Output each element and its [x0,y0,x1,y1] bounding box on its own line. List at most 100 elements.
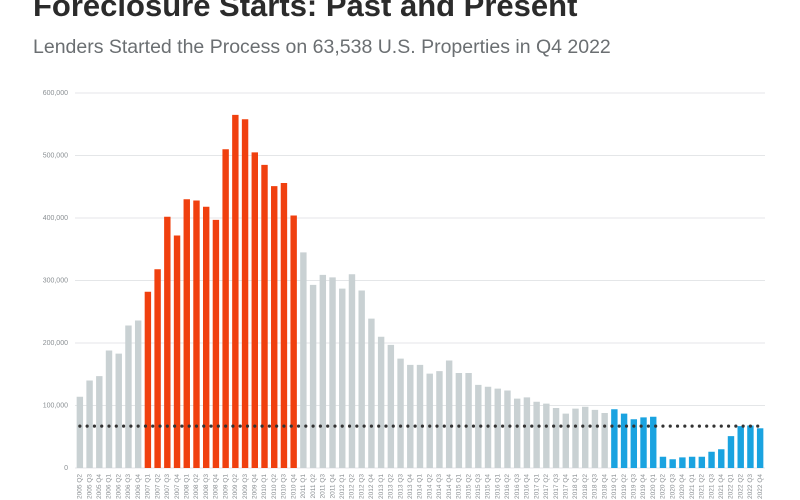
bar [144,291,152,468]
x-tick-label: 2020 Q1 [650,474,657,499]
y-tick-label: 500,000 [43,152,68,159]
bar [319,274,327,468]
bar [504,390,511,468]
y-tick-label: 600,000 [43,90,68,97]
x-tick-label: 2006 Q4 [135,474,142,499]
bar [300,252,307,468]
x-tick-label: 2010 Q4 [290,474,297,499]
bar [96,376,103,468]
bar [212,219,220,468]
bar [679,457,686,468]
bar [232,114,239,468]
bar [407,364,414,468]
bar [86,380,93,468]
x-tick-label: 2019 Q1 [611,474,618,499]
bar [708,451,715,468]
x-tick-label: 2006 Q3 [125,474,132,499]
bar [688,456,696,468]
x-tick-label: 2020 Q4 [679,474,686,499]
x-tick-label: 2019 Q3 [631,474,638,499]
bar [358,290,365,468]
x-tick-label: 2022 Q2 [737,474,744,499]
x-tick-label: 2021 Q2 [699,474,706,499]
y-tick-label: 300,000 [43,277,68,284]
x-tick-label: 2016 Q4 [524,474,531,499]
x-tick-label: 2013 Q4 [407,474,414,499]
x-tick-label: 2018 Q3 [592,474,599,499]
bar [494,388,501,468]
bar [251,152,258,468]
x-tick-label: 2012 Q4 [368,474,375,499]
x-tick-label: 2014 Q1 [417,474,424,499]
bar [659,456,667,468]
x-tick-label: 2022 Q1 [728,474,735,499]
bar [76,396,84,468]
x-tick-label: 2011 Q2 [310,474,317,499]
bar [455,373,463,468]
x-tick-label: 2011 Q3 [320,474,327,499]
x-tick-label: 2005 Q3 [86,474,93,499]
bar [718,449,725,468]
bar [134,320,142,468]
x-tick-label: 2014 Q3 [436,474,443,499]
bar [611,409,618,468]
bar [727,436,735,468]
y-tick-label: 100,000 [43,402,68,409]
x-tick-label: 2015 Q4 [485,474,492,499]
x-tick-label: 2018 Q2 [582,474,589,499]
bar [591,409,599,468]
x-tick-label: 2017 Q3 [553,474,560,499]
bar [513,398,521,468]
x-tick-label: 2018 Q1 [572,474,579,499]
x-tick-label: 2015 Q3 [475,474,482,499]
bar [105,350,113,468]
x-tick-label: 2014 Q4 [446,474,453,499]
x-tick-label: 2021 Q1 [689,474,696,499]
bar [309,284,317,468]
x-tick-label: 2006 Q1 [106,474,113,499]
bar [698,456,706,468]
bar [115,353,122,468]
bar [436,371,443,468]
y-tick-label: 0 [64,465,68,472]
bar [348,274,356,468]
bar [475,384,482,468]
x-tick-label: 2009 Q4 [252,474,259,499]
chart-subtitle: Lenders Started the Process on 63,538 U.… [33,36,611,58]
x-tick-label: 2011 Q4 [329,474,336,499]
bar [173,235,181,468]
bar [193,200,200,468]
x-tick-label: 2014 Q2 [426,474,433,499]
bar [271,186,278,468]
bar [154,269,161,468]
x-tick-label: 2007 Q2 [154,474,161,499]
bar [737,426,744,468]
bar [183,199,190,468]
bar [387,344,395,468]
x-tick-label: 2017 Q4 [562,474,569,499]
bar [747,425,754,468]
bar [650,416,657,468]
x-tick-label: 2016 Q2 [504,474,511,499]
x-tick-label: 2016 Q1 [494,474,501,499]
x-tick-label: 2007 Q4 [174,474,181,499]
x-tick-label: 2005 Q2 [77,474,84,499]
x-tick-label: 2007 Q1 [145,474,152,499]
bar [416,364,424,468]
bar [620,413,628,468]
x-tick-label: 2013 Q1 [378,474,385,499]
x-tick-label: 2017 Q2 [543,474,550,499]
x-tick-label: 2019 Q2 [621,474,628,499]
x-tick-label: 2009 Q2 [232,474,239,499]
bar [241,119,249,468]
x-tick-label: 2010 Q3 [281,474,288,499]
bar [601,413,608,468]
bar [669,459,676,468]
bar [552,408,560,468]
x-tick-label: 2008 Q2 [193,474,200,499]
bar [125,325,132,468]
y-tick-label: 400,000 [43,215,68,222]
bar [640,417,647,468]
x-tick-label: 2013 Q2 [388,474,395,499]
x-tick-label: 2021 Q4 [718,474,725,499]
